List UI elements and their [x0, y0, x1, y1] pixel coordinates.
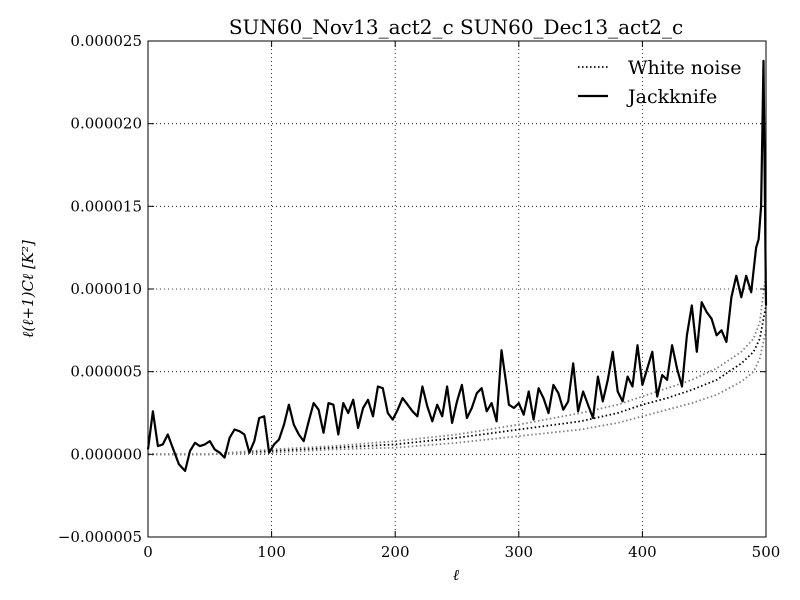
series-group: [146, 59, 768, 472]
ticks: 0 100 200 300 400 500 −0.000005 0.000000 0.00000…: [58, 32, 780, 561]
y-tick-label: 0.000010: [70, 280, 142, 298]
y-tick-label: 0.000015: [70, 197, 142, 215]
x-tick-label: 200: [381, 543, 410, 561]
x-tick-label: 500: [752, 543, 781, 561]
y-tick-label: 0.000005: [70, 363, 142, 381]
chart-title: SUN60_Nov13_act2_c SUN60_Dec13_act2_c: [229, 15, 683, 39]
y-tick-label: −0.000005: [58, 528, 142, 546]
grid: [148, 41, 766, 537]
y-tick-label: 0.000020: [70, 115, 142, 133]
y-tick-label: 0.000000: [70, 445, 142, 463]
series-line-1: [148, 272, 767, 456]
series-line-jackknife: [146, 59, 768, 472]
x-tick-label: 300: [504, 543, 533, 561]
x-tick-label: 0: [143, 543, 153, 561]
series-line-white-noise: [148, 305, 767, 456]
x-tick-label: 100: [257, 543, 286, 561]
legend: White noise Jackknife: [578, 57, 742, 108]
y-axis-label: ℓ(ℓ+1)Cℓ [K²]: [19, 240, 37, 338]
legend-label: Jackknife: [626, 86, 717, 108]
y-tick-label: 0.000025: [70, 32, 142, 50]
series-line-2: [148, 330, 767, 456]
legend-label: White noise: [628, 57, 742, 79]
x-axis-label: ℓ: [453, 566, 459, 584]
x-tick-label: 400: [628, 543, 657, 561]
